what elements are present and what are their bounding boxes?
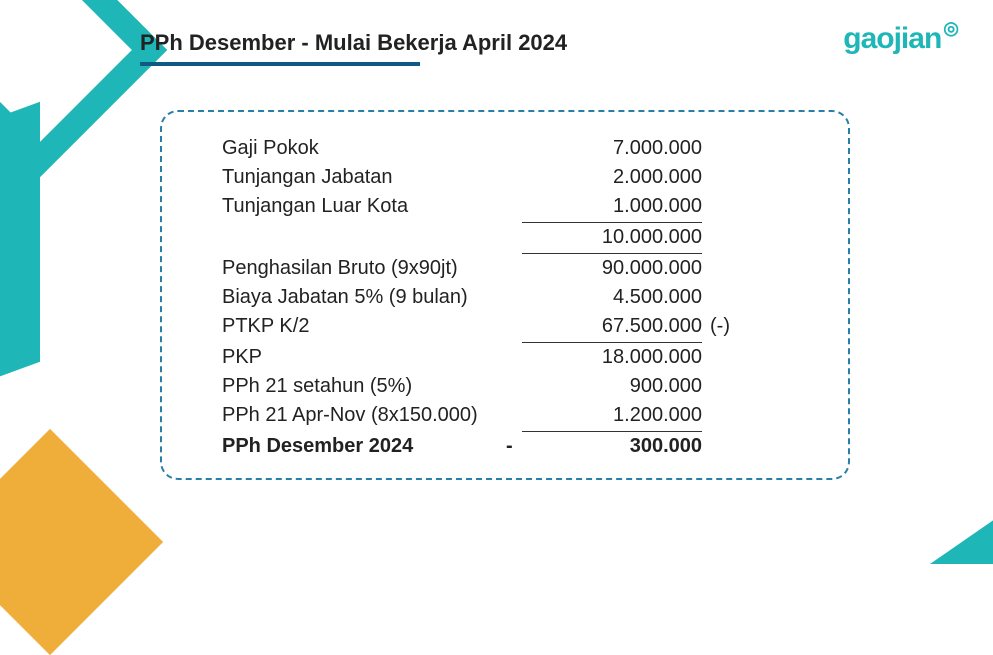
row-value-text: 1.000.000 [613, 195, 702, 217]
row-value-text: 90.000.000 [602, 257, 702, 279]
decoration-bottom-right [930, 519, 993, 564]
row-value-text: 7.000.000 [613, 137, 702, 159]
title-underline [140, 62, 420, 66]
row-value: 2.000.000 [522, 163, 702, 192]
row-value-text: 18.000.000 [602, 346, 702, 368]
row-value-text: 1.200.000 [613, 404, 702, 426]
row-value: 1.000.000 [522, 192, 702, 223]
row-value-text: 2.000.000 [613, 166, 702, 188]
calc-row: 10.000.000 [222, 223, 788, 254]
row-label: PTKP K/2 [222, 312, 522, 341]
row-label: PPh Desember 2024 [222, 432, 522, 461]
logo-spiral-icon: ◎ [943, 18, 958, 39]
calculation-panel: Gaji Pokok 7.000.000 Tunjangan Jabatan 2.00… [160, 110, 850, 480]
row-value: 900.000 [522, 372, 702, 401]
calc-row: Biaya Jabatan 5% (9 bulan) 4.500.000 [222, 283, 788, 312]
calc-row: Penghasilan Bruto (9x90jt) 90.000.000 [222, 254, 788, 283]
row-value: 1.200.000 [522, 401, 702, 432]
row-label: PKP [222, 343, 522, 372]
page-title: PPh Desember - Mulai Bekerja April 2024 [140, 30, 567, 56]
row-label: Tunjangan Jabatan [222, 163, 522, 192]
row-value: 90.000.000 [522, 254, 702, 283]
row-label: Biaya Jabatan 5% (9 bulan) [222, 283, 522, 312]
calc-row: Tunjangan Luar Kota 1.000.000 [222, 192, 788, 223]
calc-row: PTKP K/2 67.500.000(-) [222, 312, 788, 343]
logo-text: gaojian [843, 22, 941, 56]
row-value-text: 900.000 [630, 375, 702, 397]
row-label: PPh 21 Apr-Nov (8x150.000) [222, 401, 522, 430]
row-label: Tunjangan Luar Kota [222, 192, 522, 221]
calc-row: PPh Desember 2024-300.000 [222, 432, 788, 461]
calc-row: Tunjangan Jabatan 2.000.000 [222, 163, 788, 192]
row-label: PPh 21 setahun (5%) [222, 372, 522, 401]
decoration-bottom-left [0, 429, 163, 655]
row-value: 10.000.000 [522, 223, 702, 254]
row-value: 18.000.000 [522, 343, 702, 372]
row-label: Gaji Pokok [222, 134, 522, 163]
decoration-mid-left [0, 102, 40, 398]
row-value: -300.000 [522, 432, 702, 461]
row-value-text: 300.000 [630, 435, 702, 457]
row-value: 67.500.000 [522, 312, 702, 343]
calc-row: PPh 21 setahun (5%) 900.000 [222, 372, 788, 401]
row-value-text: 4.500.000 [613, 286, 702, 308]
row-value-text: 67.500.000 [602, 315, 702, 337]
brand-logo: gaojian ◎ [843, 22, 958, 56]
row-value: 4.500.000 [522, 283, 702, 312]
row-value: 7.000.000 [522, 134, 702, 163]
row-label: Penghasilan Bruto (9x90jt) [222, 254, 522, 283]
calc-row: PKP 18.000.000 [222, 343, 788, 372]
calc-row: PPh 21 Apr-Nov (8x150.000) 1.200.000 [222, 401, 788, 432]
row-value-text: 10.000.000 [602, 226, 702, 248]
row-suffix: (-) [702, 312, 742, 341]
calc-row: Gaji Pokok 7.000.000 [222, 134, 788, 163]
negative-sign: - [506, 432, 513, 461]
